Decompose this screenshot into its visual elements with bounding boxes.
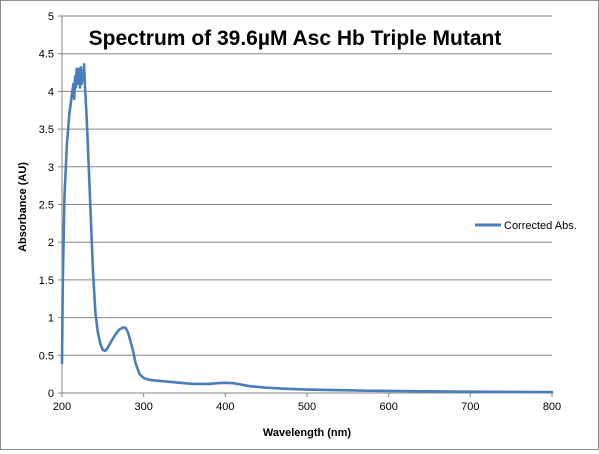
x-tick-label: 200 (53, 401, 71, 413)
y-axis-label: Absorbance (AU) (17, 162, 29, 252)
y-tick-label: 1 (48, 313, 54, 325)
legend: Corrected Abs. (475, 220, 577, 232)
legend-label: Corrected Abs. (504, 220, 577, 232)
y-tick-label: 1.5 (39, 275, 54, 287)
x-tick-label: 800 (543, 401, 561, 413)
series-line (60, 62, 554, 394)
y-tick-label: 5 (48, 11, 54, 23)
y-tick-label: 2.5 (39, 200, 54, 212)
x-tick-label: 600 (379, 401, 397, 413)
y-tick-label: 4.5 (39, 49, 54, 61)
x-axis-label: Wavelength (nm) (263, 427, 352, 439)
x-tick-label: 500 (298, 401, 316, 413)
y-tick-label: 3.5 (39, 124, 54, 136)
y-tick-label: 3 (48, 162, 54, 174)
y-tick-label: 4 (48, 86, 54, 98)
series-lines (60, 62, 554, 394)
chart-title: Spectrum of 39.6µM Asc Hb Triple Mutant (89, 27, 502, 50)
gridlines (58, 15, 553, 397)
x-tick-label: 700 (461, 401, 479, 413)
y-tick-label: 2 (48, 237, 54, 249)
x-tick-label: 300 (134, 401, 152, 413)
y-tick-label: 0 (48, 388, 54, 400)
y-tick-labels: 0 0.5 1 1.5 2 2.5 3 3.5 4 4.5 5 (39, 11, 54, 400)
x-tick-label: 400 (216, 401, 234, 413)
y-tick-label: 0.5 (39, 350, 54, 362)
x-tick-labels: 200 300 400 500 600 700 800 (53, 401, 561, 413)
